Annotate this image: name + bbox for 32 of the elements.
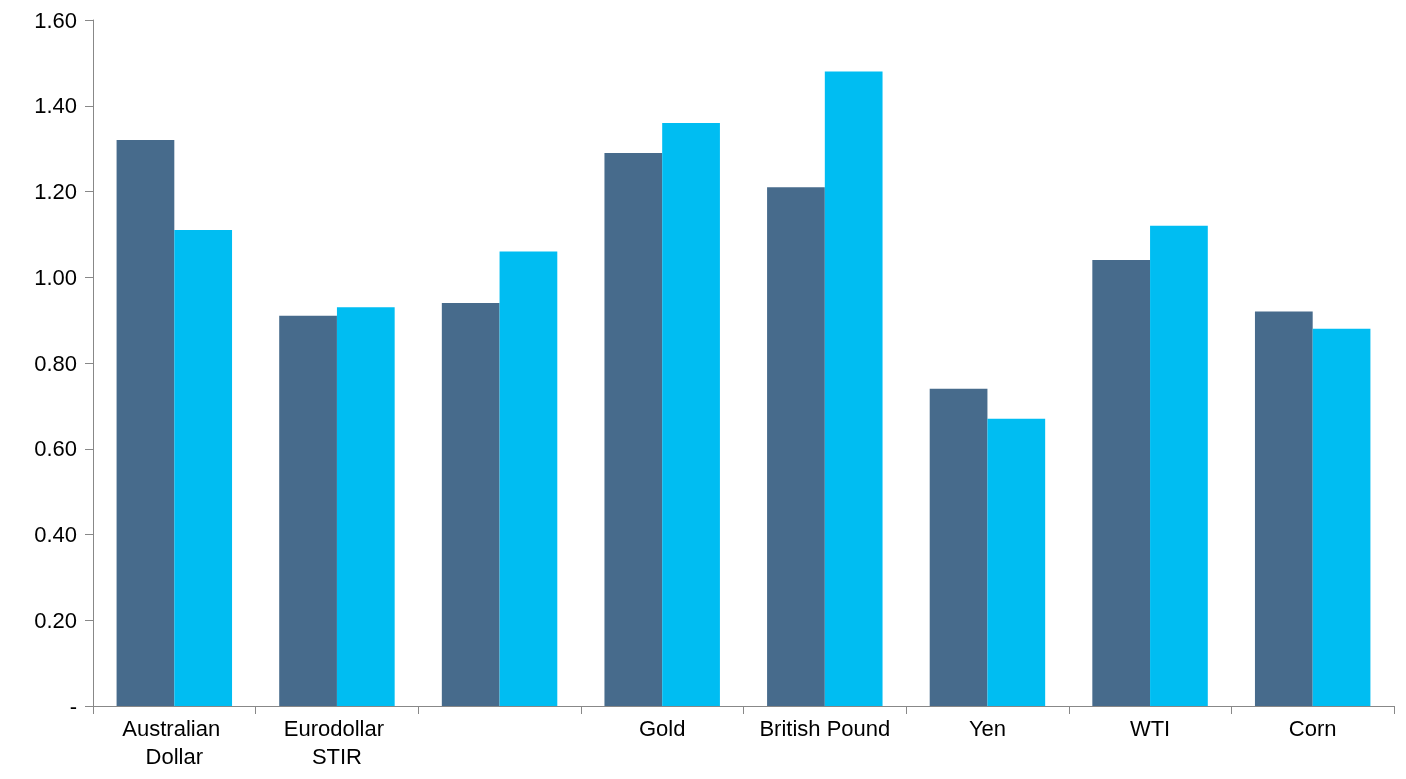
y-tick-label: 0.80 xyxy=(34,350,77,376)
x-tick-label: Gold xyxy=(638,715,686,741)
y-tick-label: 0.40 xyxy=(34,522,77,547)
bar xyxy=(1092,260,1151,706)
bar xyxy=(604,152,663,706)
bar xyxy=(929,388,988,706)
bar xyxy=(1254,311,1313,706)
y-tick-label: 1.60 xyxy=(34,7,77,33)
x-tick-label: Eurodollar STIR xyxy=(283,715,391,769)
bar xyxy=(336,307,395,706)
bar xyxy=(441,302,500,706)
y-tick-label: 0.60 xyxy=(34,436,77,462)
x-tick-label: Yen xyxy=(968,715,1006,741)
y-tick-label: 0.20 xyxy=(34,607,77,633)
x-tick-label: British Pound xyxy=(759,715,891,741)
bar xyxy=(1150,225,1208,706)
y-tick-label: 1.00 xyxy=(34,264,77,290)
x-tick-label: Corn xyxy=(1288,715,1337,741)
y-tick-label: - xyxy=(69,693,77,719)
bar xyxy=(1312,328,1371,706)
x-tick-label: Australian Dollar xyxy=(122,715,227,769)
bar xyxy=(116,140,175,706)
bar xyxy=(767,187,825,706)
bar xyxy=(174,230,233,706)
bar xyxy=(824,71,883,706)
y-tick-label: 1.20 xyxy=(34,179,77,204)
bar xyxy=(279,315,337,706)
x-tick-label: WTI xyxy=(1129,715,1171,741)
bar xyxy=(499,251,558,706)
bar xyxy=(987,418,1046,706)
y-tick-label: 1.40 xyxy=(34,93,77,119)
bar xyxy=(662,122,720,706)
